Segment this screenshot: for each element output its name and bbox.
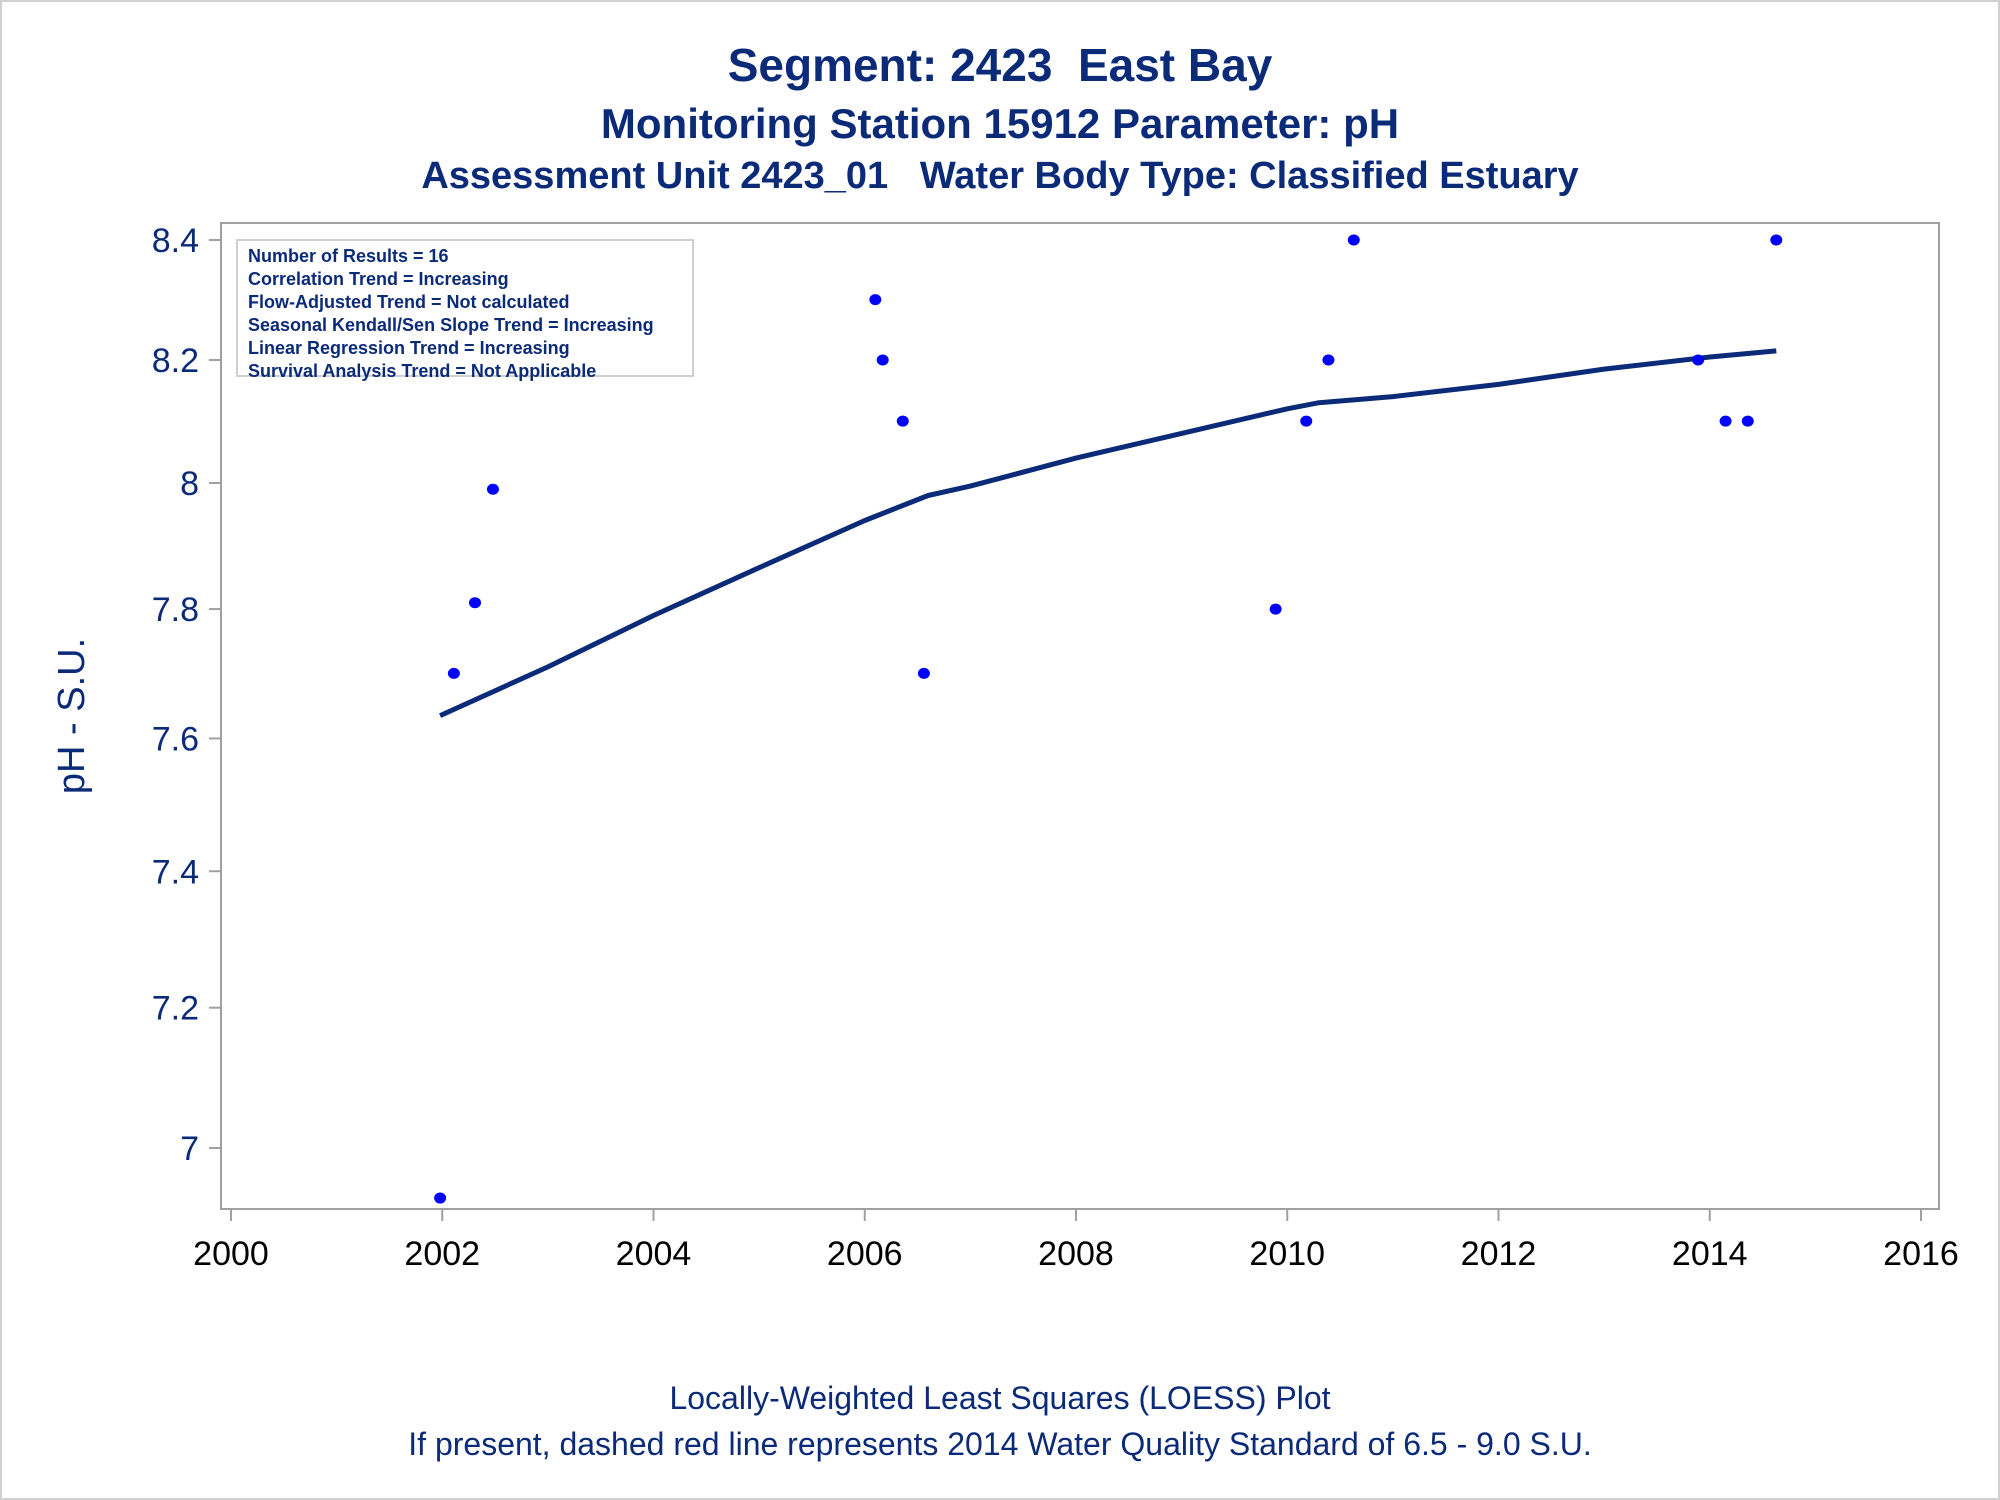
data-point: [1322, 354, 1335, 366]
data-point: [486, 483, 499, 495]
chart-subtitle-assessment: Assessment Unit 2423_01 Water Body Type:…: [421, 155, 1579, 197]
y-tick-label: 8.2: [152, 342, 199, 380]
data-point: [876, 354, 889, 366]
legend-item: Number of Results = 16: [248, 246, 449, 266]
footnote-loess: Locally-Weighted Least Squares (LOESS) P…: [669, 1380, 1331, 1416]
data-point: [1770, 234, 1783, 246]
legend-item: Seasonal Kendall/Sen Slope Trend = Incre…: [248, 315, 654, 335]
data-point: [1692, 354, 1705, 366]
data-point: [1269, 603, 1282, 615]
trend-legend: Number of Results = 16 Correlation Trend…: [236, 239, 694, 381]
x-tick-label: 2012: [1461, 1235, 1537, 1273]
data-point: [1300, 415, 1313, 427]
x-tick-label: 2002: [404, 1235, 480, 1273]
legend-item: Linear Regression Trend = Increasing: [248, 338, 570, 358]
chart-title: Segment: 2423 East Bay: [727, 39, 1273, 91]
data-point: [1347, 234, 1360, 246]
chart-subtitle-station: Monitoring Station 15912 Parameter: pH: [600, 100, 1400, 147]
x-tick-label: 2000: [193, 1235, 269, 1273]
x-tick-label: 2006: [827, 1235, 903, 1273]
footnote-standard: If present, dashed red line represents 2…: [408, 1426, 1592, 1462]
data-point: [1741, 415, 1754, 427]
y-tick-label: 7.4: [152, 853, 199, 891]
x-tick-label: 2016: [1883, 1235, 1959, 1273]
plot-frame: [220, 222, 1940, 1210]
data-point: [434, 1192, 447, 1204]
y-axis-label: pH - S.U.: [51, 638, 93, 794]
data-point: [896, 415, 909, 427]
y-tick-label: 7.8: [152, 591, 199, 629]
legend-item: Flow-Adjusted Trend = Not calculated: [248, 292, 570, 312]
legend-item: Correlation Trend = Increasing: [248, 269, 509, 289]
x-tick-label: 2004: [616, 1235, 692, 1273]
x-tick-label: 2008: [1038, 1235, 1114, 1273]
y-tick-label: 7: [180, 1130, 199, 1168]
y-tick-label: 7.2: [152, 990, 199, 1028]
data-point: [468, 597, 481, 609]
y-tick-label: 8: [180, 465, 199, 503]
loess-line: [439, 348, 1777, 718]
data-point: [447, 667, 460, 679]
data-point: [1719, 415, 1732, 427]
x-tick-label: 2010: [1249, 1235, 1325, 1273]
y-tick-label: 7.6: [152, 720, 199, 758]
data-point: [917, 667, 930, 679]
data-point: [869, 294, 882, 306]
y-tick-label: 8.4: [152, 222, 199, 260]
legend-item: Survival Analysis Trend = Not Applicable: [248, 361, 597, 381]
x-tick-label: 2014: [1672, 1235, 1748, 1273]
